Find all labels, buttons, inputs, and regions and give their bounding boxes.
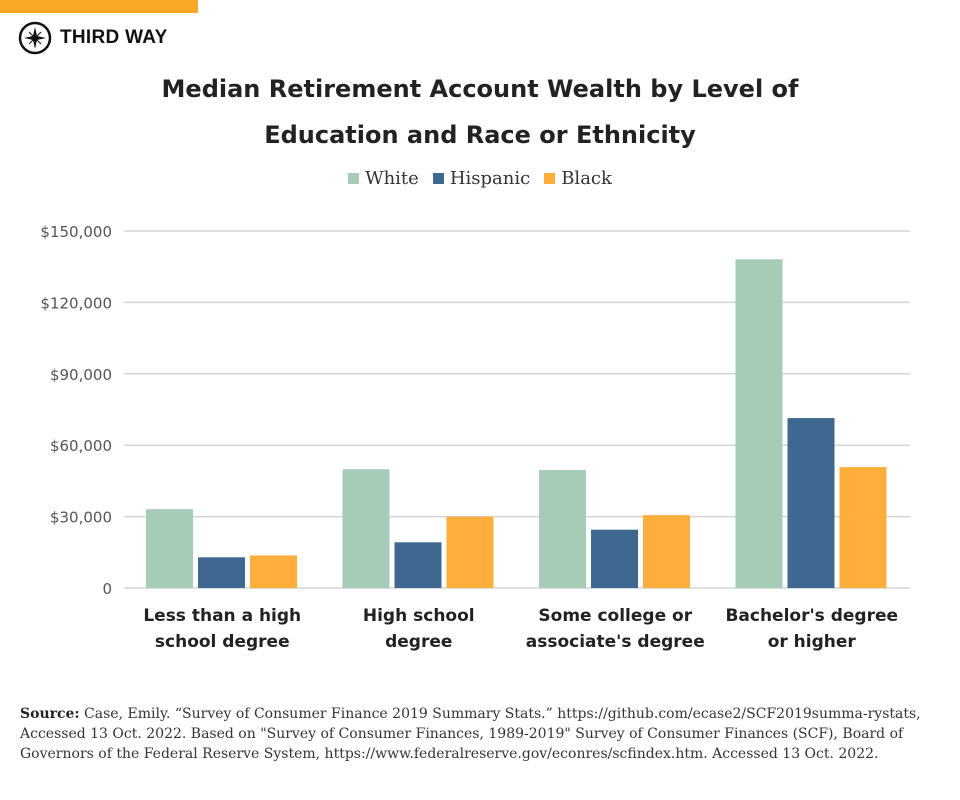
legend: White Hispanic Black	[0, 168, 960, 189]
bar-black	[250, 555, 297, 588]
x-tick-label: High school	[363, 606, 475, 626]
legend-item-hispanic: Hispanic	[432, 168, 531, 189]
legend-swatch	[348, 173, 360, 184]
legend-item-black: Black	[544, 168, 612, 189]
bar-white	[735, 259, 783, 588]
y-tick-label: $60,000	[50, 437, 112, 455]
legend-swatch	[544, 173, 556, 184]
x-tick-label: school degree	[155, 632, 290, 652]
x-tick-label: Some college or	[538, 606, 692, 626]
x-tick-label: associate's degree	[526, 632, 705, 652]
y-tick-label: $30,000	[50, 509, 112, 527]
legend-item-white: White	[348, 168, 419, 189]
bar-hispanic	[787, 418, 835, 588]
bar-chart: 0 $30,000 $60,000 $90,000 $120,000 $150,000 Le…	[40, 223, 910, 652]
legend-label: White	[365, 168, 419, 189]
source-label: Source:	[20, 706, 80, 722]
legend-label: Black	[561, 168, 612, 189]
bar-black	[446, 516, 494, 588]
bar-hispanic	[394, 542, 442, 588]
brand-accent-bar	[0, 0, 198, 13]
chart-title-line-1: Median Retirement Account Wealth by Leve…	[161, 75, 799, 103]
x-tick-label: degree	[385, 632, 452, 652]
compass-icon	[18, 21, 52, 55]
bar-white	[342, 469, 390, 588]
y-tick-label: $120,000	[40, 294, 112, 312]
source-note: Source: Case, Emily. “Survey of Consumer…	[20, 704, 940, 764]
source-text: Case, Emily. “Survey of Consumer Finance…	[20, 706, 921, 762]
chart-title-line-2: Education and Race or Ethnicity	[264, 121, 696, 149]
bar-white	[539, 469, 586, 588]
x-tick-label: Less than a high	[143, 606, 301, 626]
x-tick-label: Bachelor's degree	[725, 606, 898, 626]
legend-label: Hispanic	[449, 168, 531, 189]
x-tick-label: or higher	[768, 632, 857, 652]
bar-hispanic	[591, 529, 638, 588]
y-tick-label: $150,000	[40, 223, 112, 241]
y-tick-label: 0	[102, 580, 112, 598]
brand-name: THIRD WAY	[60, 27, 168, 48]
bar-hispanic	[198, 557, 245, 588]
chart-title: Median Retirement Account Wealth by Leve…	[0, 66, 960, 158]
y-tick-label: $90,000	[50, 366, 112, 384]
legend-swatch	[432, 173, 444, 184]
bar-black	[839, 467, 887, 588]
bar-white	[146, 509, 193, 588]
bar-black	[643, 515, 690, 588]
third-way-logo: THIRD WAY	[18, 21, 168, 55]
